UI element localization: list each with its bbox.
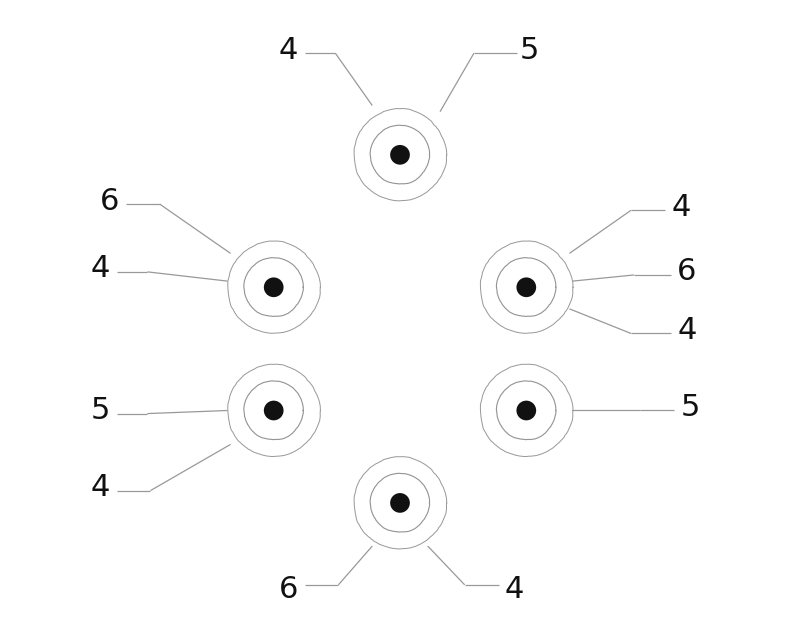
Text: 4: 4 [671, 193, 690, 222]
Text: 6: 6 [279, 575, 298, 604]
Circle shape [517, 401, 536, 420]
Text: 6: 6 [100, 186, 120, 215]
Circle shape [264, 277, 283, 297]
Circle shape [264, 401, 283, 420]
Text: 4: 4 [505, 575, 524, 604]
Text: 4: 4 [279, 35, 298, 64]
Text: 5: 5 [91, 396, 110, 425]
Text: 6: 6 [678, 258, 697, 287]
Text: 5: 5 [680, 393, 700, 422]
Text: 5: 5 [520, 35, 539, 64]
Circle shape [390, 145, 410, 164]
Text: 4: 4 [91, 255, 110, 284]
Text: 4: 4 [678, 316, 697, 345]
Text: 4: 4 [91, 473, 110, 502]
Circle shape [390, 493, 410, 513]
Circle shape [517, 277, 536, 297]
